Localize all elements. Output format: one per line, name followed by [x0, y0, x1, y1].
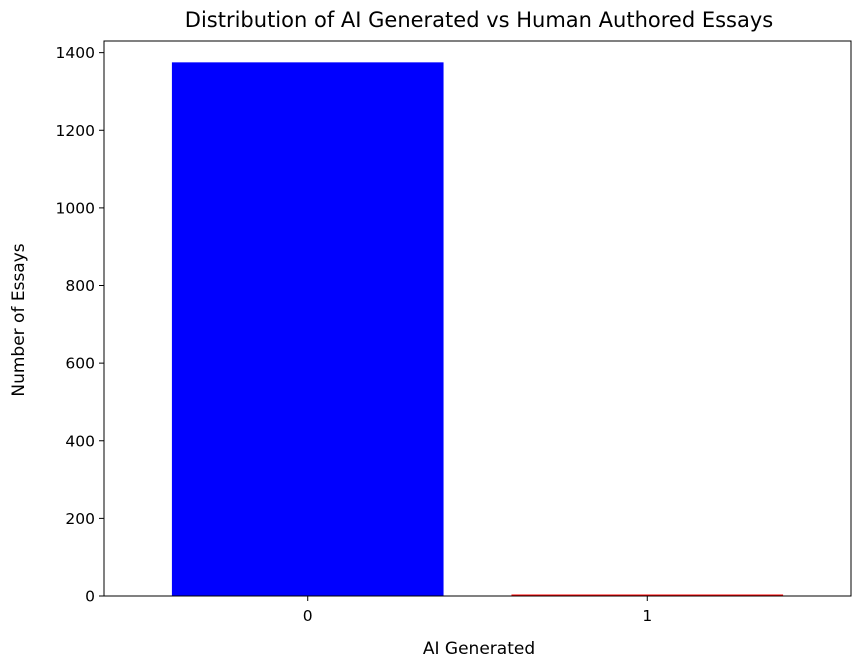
y-tick-label: 200 — [65, 510, 95, 528]
plot-area: 0 200 400 600 800 1000 1200 1400 0 1 — [56, 40, 852, 625]
bar-1 — [511, 594, 784, 596]
x-tick-label: 1 — [642, 607, 652, 625]
y-axis-label: Number of Essays — [9, 243, 29, 396]
y-tick-label: 1000 — [56, 199, 95, 217]
bar-0 — [171, 62, 444, 597]
y-tick-label: 1400 — [56, 44, 95, 62]
x-tick-label: 0 — [303, 607, 313, 625]
x-axis-label: AI Generated — [423, 639, 535, 659]
y-tick-label: 1200 — [56, 122, 95, 140]
plot-frame — [103, 40, 852, 597]
y-tick-label: 600 — [65, 355, 95, 373]
y-tick-label: 0 — [85, 588, 95, 606]
y-tick-label: 800 — [65, 277, 95, 295]
chart-title: Distribution of AI Generated vs Human Au… — [185, 8, 773, 32]
y-tick-label: 400 — [65, 432, 95, 450]
